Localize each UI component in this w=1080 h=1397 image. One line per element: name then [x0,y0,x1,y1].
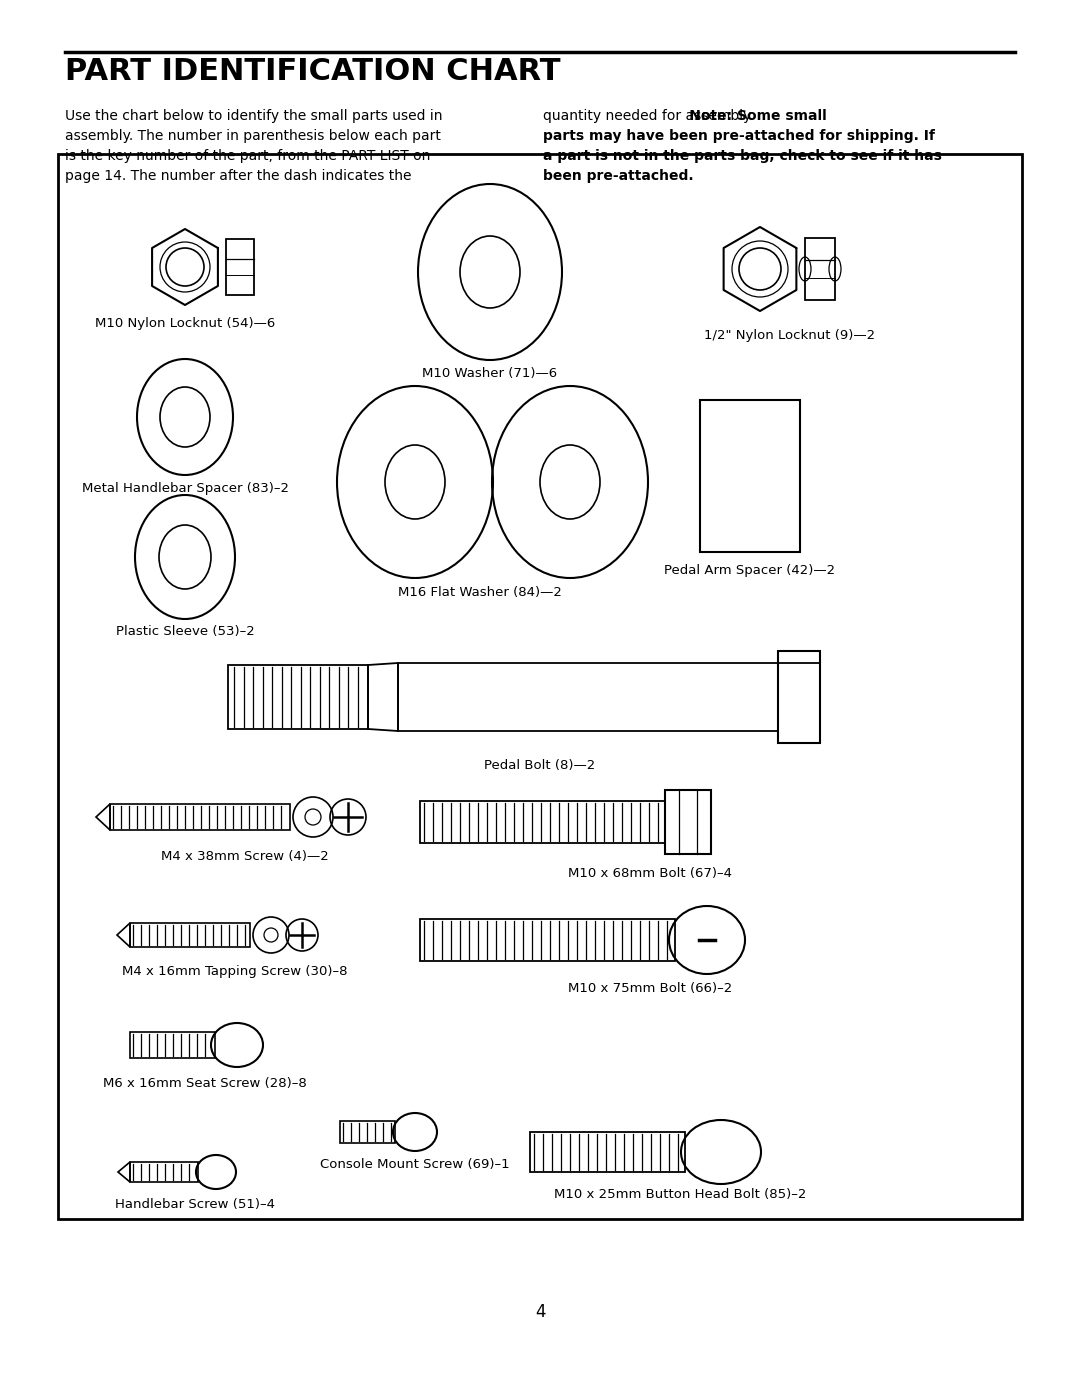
Text: M16 Flat Washer (84)—2: M16 Flat Washer (84)—2 [399,585,562,599]
Text: 4: 4 [535,1303,545,1322]
Bar [420,919,675,961]
Bar [130,1032,215,1058]
Text: 1/2" Nylon Locknut (9)—2: 1/2" Nylon Locknut (9)—2 [704,330,876,342]
Text: Pedal Arm Spacer (42)—2: Pedal Arm Spacer (42)—2 [664,564,836,577]
Text: M10 x 68mm Bolt (67)–4: M10 x 68mm Bolt (67)–4 [568,868,732,880]
Text: M6 x 16mm Seat Screw (28)–8: M6 x 16mm Seat Screw (28)–8 [103,1077,307,1090]
Bar [130,923,249,947]
Text: Plastic Sleeve (53)–2: Plastic Sleeve (53)–2 [116,624,255,638]
Bar [110,805,291,830]
Bar [700,400,800,552]
Text: Metal Handlebar Spacer (83)–2: Metal Handlebar Spacer (83)–2 [81,482,288,495]
Text: Console Mount Screw (69)–1: Console Mount Screw (69)–1 [320,1158,510,1171]
Text: Handlebar Screw (51)–4: Handlebar Screw (51)–4 [114,1199,275,1211]
Bar [58,154,1022,1220]
Bar [340,1120,395,1143]
Text: M10 x 25mm Button Head Bolt (85)–2: M10 x 25mm Button Head Bolt (85)–2 [554,1187,806,1201]
Bar [530,1132,685,1172]
Bar [420,800,665,842]
Bar [226,239,254,295]
Bar [228,665,368,729]
Bar [130,1162,198,1182]
Text: M10 x 75mm Bolt (66)–2: M10 x 75mm Bolt (66)–2 [568,982,732,995]
Text: quantity needed for assembly.: quantity needed for assembly. [543,109,758,123]
Text: M10 Washer (71)—6: M10 Washer (71)—6 [422,367,557,380]
Bar [665,789,711,854]
Text: Pedal Bolt (8)—2: Pedal Bolt (8)—2 [484,759,596,773]
Bar [778,651,820,743]
Text: Use the chart below to identify the small parts used in
assembly. The number in : Use the chart below to identify the smal… [65,109,443,183]
Text: M4 x 38mm Screw (4)—2: M4 x 38mm Screw (4)—2 [161,849,329,863]
Text: M10 Nylon Locknut (54)—6: M10 Nylon Locknut (54)—6 [95,317,275,330]
Bar [778,651,820,664]
Text: Note: Some small
parts may have been pre-attached for shipping. If
a part is not: Note: Some small parts may have been pre… [543,109,942,183]
Text: PART IDENTIFICATION CHART: PART IDENTIFICATION CHART [65,57,561,87]
Bar [399,664,778,731]
Bar [805,237,835,300]
Text: M4 x 16mm Tapping Screw (30)–8: M4 x 16mm Tapping Screw (30)–8 [122,965,348,978]
